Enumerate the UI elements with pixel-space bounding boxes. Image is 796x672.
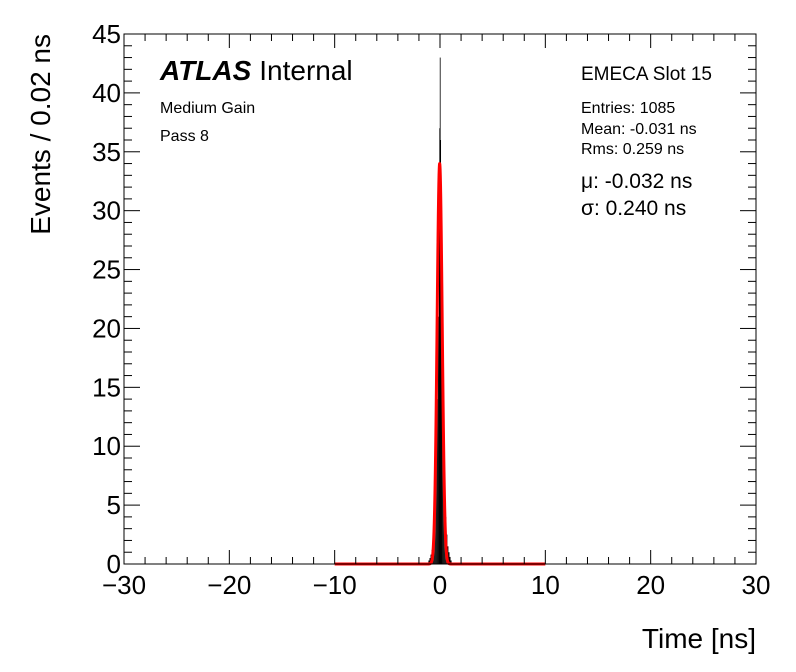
histogram-bin <box>436 399 438 564</box>
y-tick-label: 45 <box>92 19 121 49</box>
histogram-bin <box>441 281 443 564</box>
fit-mu: μ: -0.032 ns <box>581 170 692 193</box>
slot-label: EMECA Slot 15 <box>581 64 712 85</box>
x-tick-label: −10 <box>313 570 357 600</box>
histogram-bin <box>440 140 442 564</box>
y-tick-label: 0 <box>107 549 121 579</box>
histogram-bin <box>448 552 450 564</box>
y-axis-label: Events / 0.02 ns <box>25 34 56 235</box>
x-tick-label: −20 <box>207 570 251 600</box>
histogram-bin <box>439 57 441 565</box>
histogram-bin <box>437 316 439 564</box>
y-tick-label: 30 <box>92 196 121 226</box>
histogram-bin <box>449 556 451 564</box>
y-tick-label: 40 <box>92 78 121 108</box>
atlas-label: ATLAS Internal <box>159 55 353 86</box>
y-tick-label: 35 <box>92 137 121 167</box>
mean-stat: Mean: -0.031 ns <box>581 121 697 138</box>
internal-label: Internal <box>259 55 352 86</box>
histogram-bin <box>450 560 452 564</box>
x-tick-label: 30 <box>742 570 771 600</box>
y-tick-label: 20 <box>92 313 121 343</box>
pass-label: Pass 8 <box>160 128 209 145</box>
x-tick-label: −30 <box>102 570 146 600</box>
fit-sigma: σ: 0.240 ns <box>581 197 686 220</box>
x-tick-label: 10 <box>531 570 560 600</box>
y-axis-ticks: 0 5 10 15 20 25 30 35 40 45 <box>92 19 756 579</box>
y-tick-label: 10 <box>92 431 121 461</box>
x-axis-label: Time [ns] <box>642 623 756 654</box>
histogram-bin <box>439 128 441 564</box>
y-tick-label: 5 <box>107 490 121 520</box>
x-tick-label: 20 <box>636 570 665 600</box>
y-tick-label: 25 <box>92 255 121 285</box>
x-tick-label: 0 <box>433 570 447 600</box>
atlas-logo-text: ATLAS <box>159 55 252 86</box>
histogram-bin <box>429 558 431 564</box>
entries-stat: Entries: 1085 <box>581 100 675 117</box>
histogram-bin <box>435 458 437 564</box>
gain-label: Medium Gain <box>160 100 255 117</box>
histogram-bin <box>438 210 440 565</box>
histogram-bin <box>440 210 442 565</box>
histogram-bars <box>428 57 452 565</box>
y-tick-label: 15 <box>92 372 121 402</box>
histogram-bin <box>428 560 430 564</box>
rms-stat: Rms: 0.259 ns <box>581 141 684 158</box>
